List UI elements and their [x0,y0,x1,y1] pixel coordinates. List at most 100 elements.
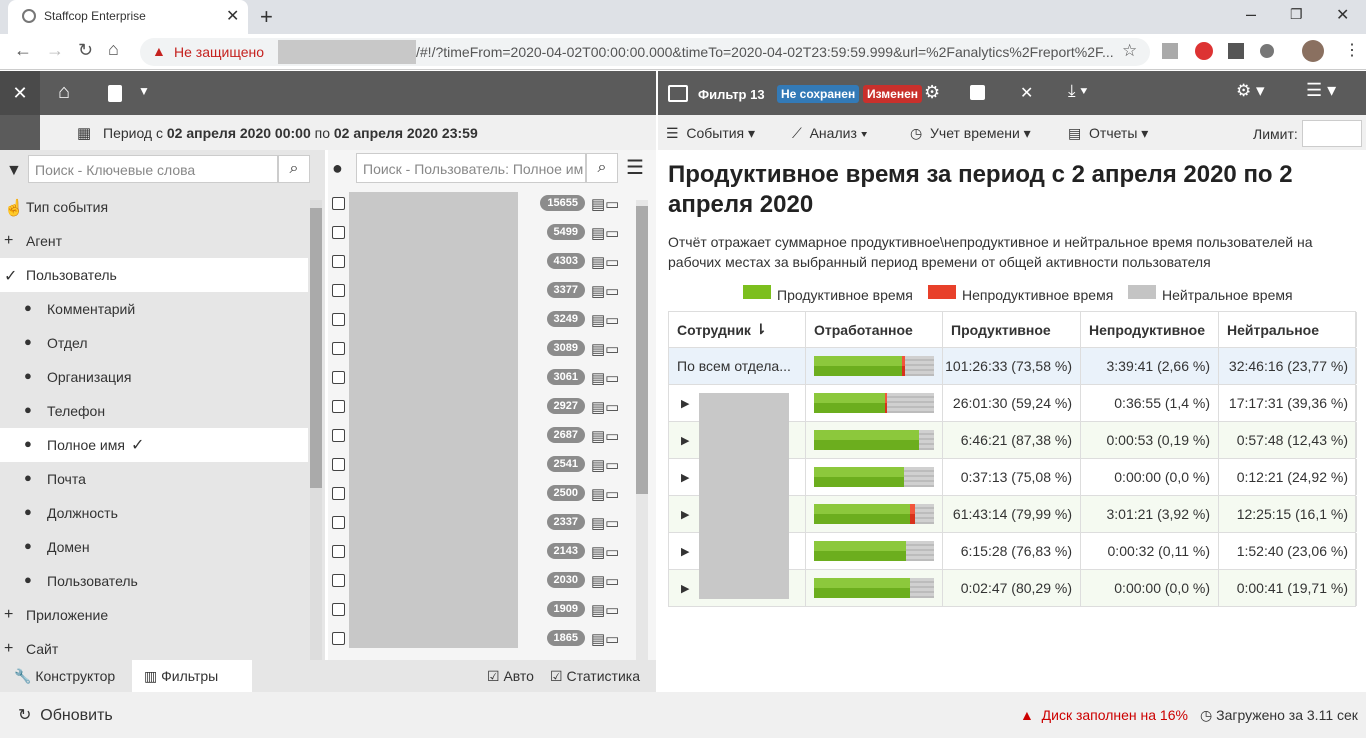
menu[interactable]: ⋮ [1344,42,1360,59]
menu-events[interactable]: ☰ События ▾ [666,125,756,141]
count-wrap: 2337 [518,509,585,538]
menu-time[interactable]: ◷ Учет времени ▾ [910,125,1031,141]
filter-item[interactable]: ● Организация [0,360,308,394]
bookmark[interactable]: ☆ [1122,41,1138,60]
ext[interactable] [1228,43,1244,59]
checkbox[interactable] [332,197,345,210]
save[interactable] [970,85,985,100]
label: Фильтры [161,668,219,684]
filter-item[interactable]: + Приложение [0,598,308,632]
main-menu[interactable]: ☰ ▾ [1306,80,1337,100]
filter-item[interactable]: ● Полное имя ✓ [0,428,308,462]
forward[interactable]: → [46,40,64,60]
search-button[interactable]: ⌕ [586,153,618,183]
list-menu[interactable]: ☰ [626,157,644,179]
productive-segment [814,541,907,561]
column-header[interactable]: Сотрудник ⇂ [669,312,806,347]
home[interactable]: ⌂ [108,39,119,59]
checkbox[interactable] [332,313,345,326]
settings[interactable]: ⚙ [924,82,941,102]
download[interactable]: ⤓ ▾ [1068,81,1088,100]
warn-icon: ▲ [152,43,166,59]
checkbox[interactable] [332,458,345,471]
restore[interactable]: ❐ [1290,6,1303,22]
filter-item[interactable]: ☝ Тип события [0,190,308,224]
disk-warning: ▲ Диск заполнен на 16% [1020,707,1188,723]
minimize[interactable]: – [1246,4,1257,24]
menu-reports[interactable]: ▤ Отчеты ▾ [1068,125,1149,141]
tab-close[interactable]: ✕ [226,8,240,25]
checkbox[interactable] [332,603,345,616]
keyword-search[interactable]: Поиск - Ключевые слова [28,155,278,183]
filter-item[interactable]: ● Должность [0,496,308,530]
event-count: 3249 [546,311,585,327]
back[interactable]: ← [14,40,32,60]
checkbox[interactable] [332,545,345,558]
label: События [686,125,745,141]
count-wrap: 4303 [518,248,585,277]
close-panel[interactable]: ✕ [0,71,40,115]
checkbox[interactable] [332,284,345,297]
event-count: 2927 [546,398,585,414]
column-header[interactable]: Продуктивное [943,312,1081,347]
checkbox[interactable] [332,255,345,268]
refresh[interactable]: ↻ Обновить [18,707,113,724]
checkbox[interactable] [332,342,345,355]
doc-button[interactable] [108,85,122,102]
reload[interactable]: ↻ [78,40,94,60]
filter-item[interactable]: ● Почта [0,462,308,496]
doc-dropdown[interactable]: ▼ [138,84,150,98]
employee-cell: По всем отдела... [669,348,806,384]
auto-toggle[interactable]: ☑ Авто [487,668,534,684]
checkbox[interactable] [332,400,345,413]
column-header[interactable]: Нейтральное [1219,312,1357,347]
checkbox[interactable] [332,632,345,645]
new-tab[interactable]: + [260,4,273,29]
menu-analysis[interactable]: ⟋ Анализ ▾ [792,125,868,141]
filter-item[interactable]: ✓ Пользователь [0,258,308,292]
icon: ● [24,504,32,519]
ext[interactable] [1260,44,1274,58]
time-bar [814,541,934,561]
checkbox[interactable] [332,371,345,384]
ext[interactable] [1195,42,1213,60]
user-row: 3249 ▤▭ [328,306,633,335]
filter-item[interactable]: ● Отдел [0,326,308,360]
checkbox[interactable] [332,516,345,529]
stats-toggle[interactable]: ☑ Статистика [550,668,640,684]
checkbox[interactable] [332,487,345,500]
omnibox[interactable]: ▲ Не защищено /#!/?timeFrom=2020-04-02T0… [140,38,1150,66]
unproductive-cell: 0:00:00 (0,0 %) [1081,459,1219,495]
filter-item[interactable]: + Сайт [0,632,308,660]
tab[interactable]: Staffcop Enterprise ✕ [8,0,248,34]
filters-tab[interactable]: ▥ Фильтры [132,660,252,692]
tools[interactable]: ⚙ ▾ [1236,81,1265,100]
row-icons: ▤▭ [591,225,620,242]
close[interactable]: ✕ [1336,7,1350,24]
label: Загружено за 3.11 сек [1216,707,1358,723]
user-search[interactable]: Поиск - Пользователь: Полное им [356,153,586,183]
checkbox[interactable] [332,226,345,239]
neutral-segment [914,504,934,524]
filter-item[interactable]: + Агент [0,224,308,258]
employee-cell: ▶ [669,496,806,532]
legend-label: Продуктивное время [777,287,913,303]
worked-cell [806,459,943,495]
home-button[interactable]: ⌂ [58,81,71,103]
limit-input[interactable] [1302,120,1362,147]
filter-item[interactable]: ● Телефон [0,394,308,428]
avatar[interactable] [1302,40,1324,62]
user-row: 3061 ▤▭ [328,364,633,393]
productive-segment [814,578,911,598]
checkbox[interactable] [332,574,345,587]
column-header[interactable]: Непродуктивное [1081,312,1219,347]
search-button[interactable]: ⌕ [278,155,310,183]
discard[interactable]: ✕ [1020,85,1034,102]
checkbox[interactable] [332,429,345,442]
filter-item[interactable]: ● Пользователь [0,564,308,598]
column-header[interactable]: Отработанное [806,312,943,347]
constructor-tab[interactable]: 🔧 Конструктор [14,668,116,684]
filter-item[interactable]: ● Домен [0,530,308,564]
ext[interactable] [1162,43,1178,59]
filter-item[interactable]: ● Комментарий [0,292,308,326]
